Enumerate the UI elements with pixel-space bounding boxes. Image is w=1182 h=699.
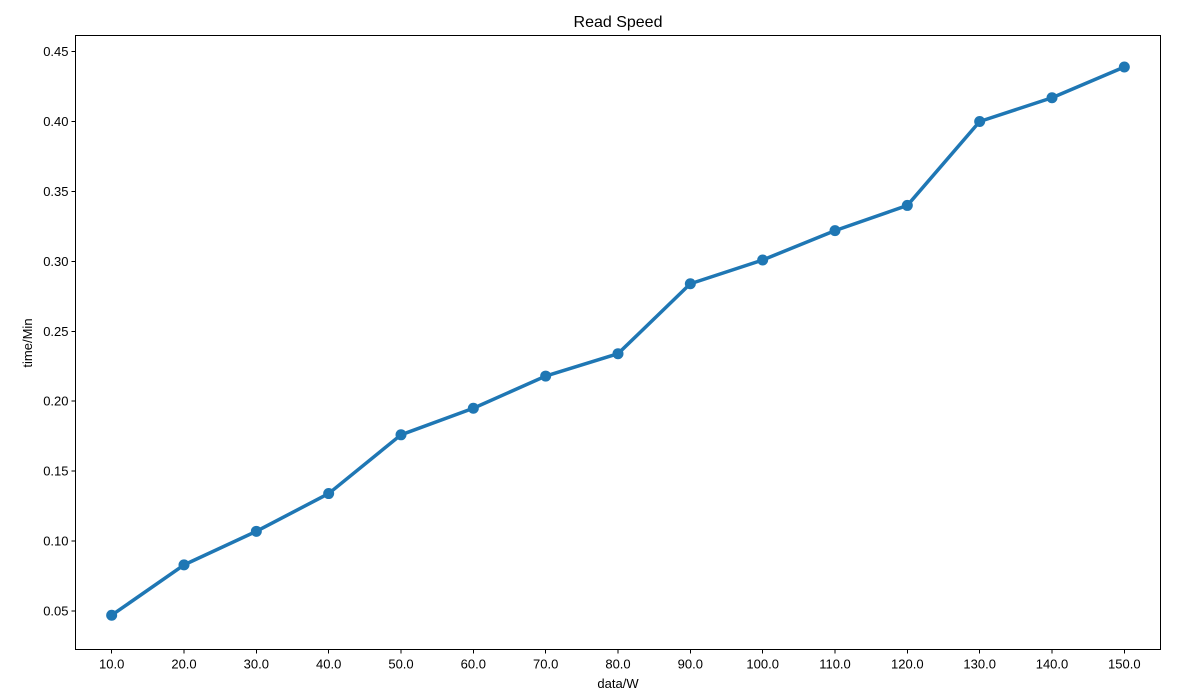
plot-area [75, 35, 1161, 650]
y-tick-label: 0.20 [43, 394, 68, 409]
y-tick-label: 0.25 [43, 324, 68, 339]
x-tick-label: 40.0 [316, 657, 341, 672]
x-tick-label: 30.0 [244, 657, 269, 672]
x-axis: 10.0 20.0 30.0 40.0 50.0 60.0 70.0 80.0 90.0 100.… [99, 649, 1141, 672]
x-tick-label: 50.0 [388, 657, 413, 672]
x-tick-label: 130.0 [963, 657, 996, 672]
data-point [974, 116, 986, 128]
data-point [612, 348, 624, 360]
y-tick-label: 0.15 [43, 464, 68, 479]
data-point [323, 488, 335, 500]
data-point [684, 278, 696, 290]
y-tick-label: 0.10 [43, 534, 68, 549]
data-point [901, 199, 913, 211]
x-tick-label: 70.0 [533, 657, 558, 672]
y-axis: 0.05 0.10 0.15 0.20 0.25 0.30 0.35 0.40 0.45 [43, 44, 76, 619]
x-tick-label: 140.0 [1036, 657, 1069, 672]
y-tick-label: 0.05 [43, 604, 68, 619]
data-point [540, 370, 552, 382]
data-point [467, 402, 479, 414]
x-tick-label: 110.0 [819, 657, 851, 672]
x-tick-label: 90.0 [678, 657, 703, 672]
y-tick-label: 0.45 [43, 44, 68, 59]
data-point [250, 525, 262, 537]
x-tick-label: 80.0 [605, 657, 630, 672]
data-point [395, 429, 407, 441]
data-point [178, 559, 190, 571]
y-axis-label: time/Min [20, 318, 35, 367]
data-point [1046, 92, 1058, 104]
y-tick-label: 0.40 [43, 114, 68, 129]
x-tick-label: 60.0 [461, 657, 486, 672]
data-point [757, 254, 769, 266]
series-line [109, 65, 1127, 617]
x-tick-label: 10.0 [99, 657, 124, 672]
x-tick-label: 150.0 [1108, 657, 1141, 672]
x-tick-label: 20.0 [171, 657, 196, 672]
data-point [1118, 61, 1130, 73]
y-tick-label: 0.30 [43, 254, 68, 269]
data-point [106, 609, 118, 621]
series-layer [106, 61, 1130, 621]
data-point [829, 225, 841, 237]
y-tick-label: 0.35 [43, 184, 68, 199]
chart-title: Read Speed [574, 14, 663, 31]
x-tick-label: 120.0 [891, 657, 924, 672]
x-tick-label: 100.0 [746, 657, 779, 672]
x-axis-label: data/W [597, 676, 639, 691]
